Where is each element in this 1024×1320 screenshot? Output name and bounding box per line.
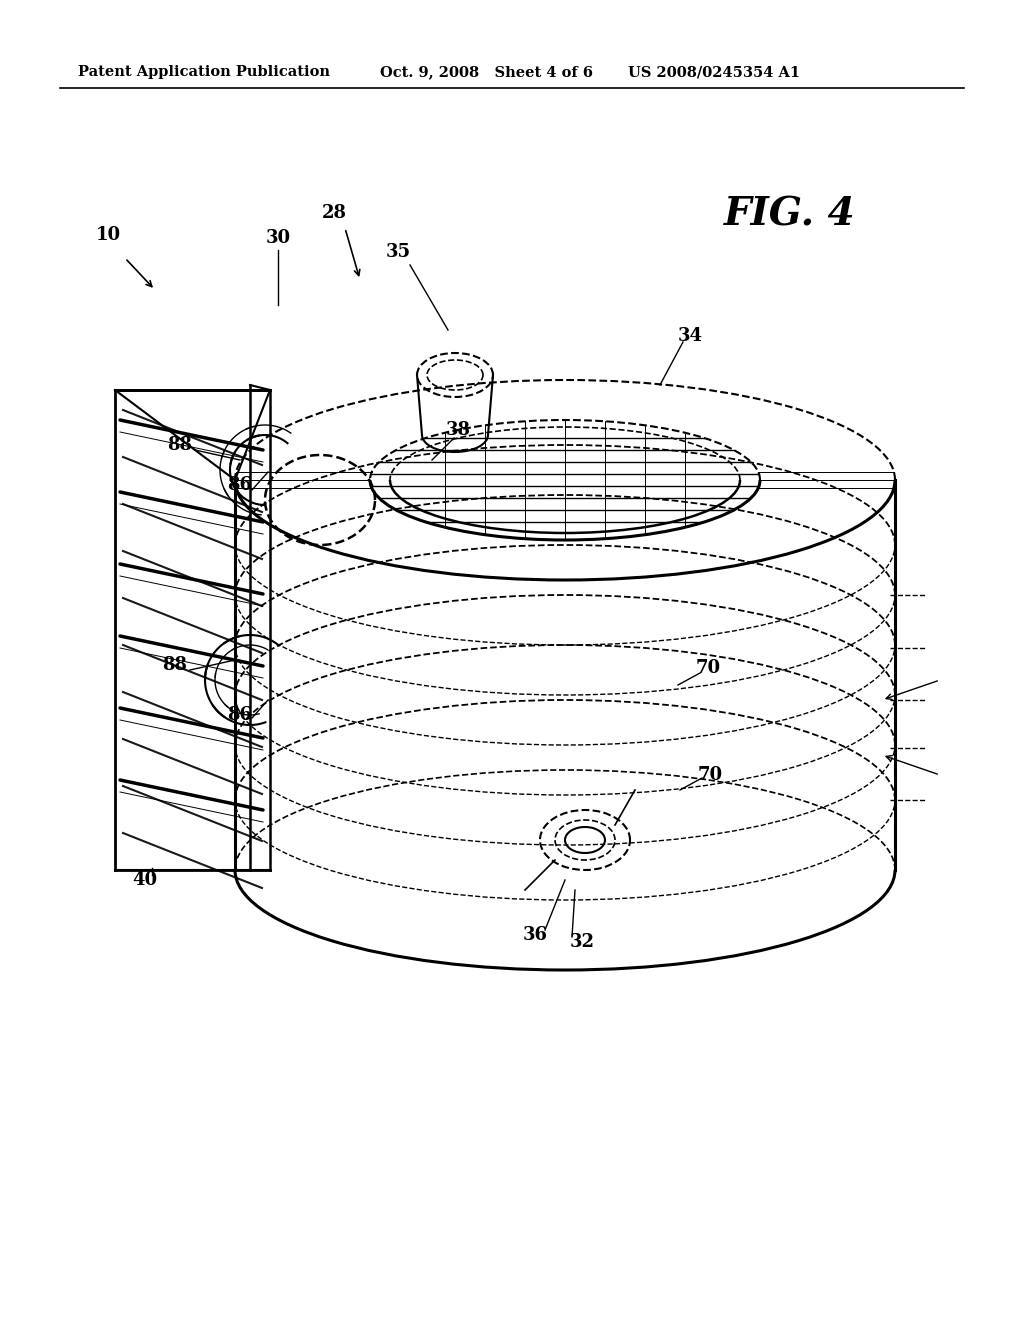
Text: 88: 88 [163,656,187,675]
Text: 10: 10 [95,226,121,244]
Text: 30: 30 [265,228,291,247]
Text: 34: 34 [678,327,702,345]
Text: US 2008/0245354 A1: US 2008/0245354 A1 [628,65,800,79]
Text: 36: 36 [522,927,548,944]
Text: Oct. 9, 2008   Sheet 4 of 6: Oct. 9, 2008 Sheet 4 of 6 [380,65,593,79]
Text: 35: 35 [385,243,411,261]
Text: FIG. 4: FIG. 4 [724,195,856,234]
Text: 28: 28 [322,205,346,222]
Text: 38: 38 [445,421,470,440]
Text: 86: 86 [227,477,253,494]
Text: 40: 40 [132,871,158,888]
Text: 32: 32 [569,933,595,950]
Text: 86: 86 [227,706,253,723]
Text: 70: 70 [695,659,721,677]
Text: 88: 88 [168,436,193,454]
Text: Patent Application Publication: Patent Application Publication [78,65,330,79]
Text: 70: 70 [697,766,723,784]
